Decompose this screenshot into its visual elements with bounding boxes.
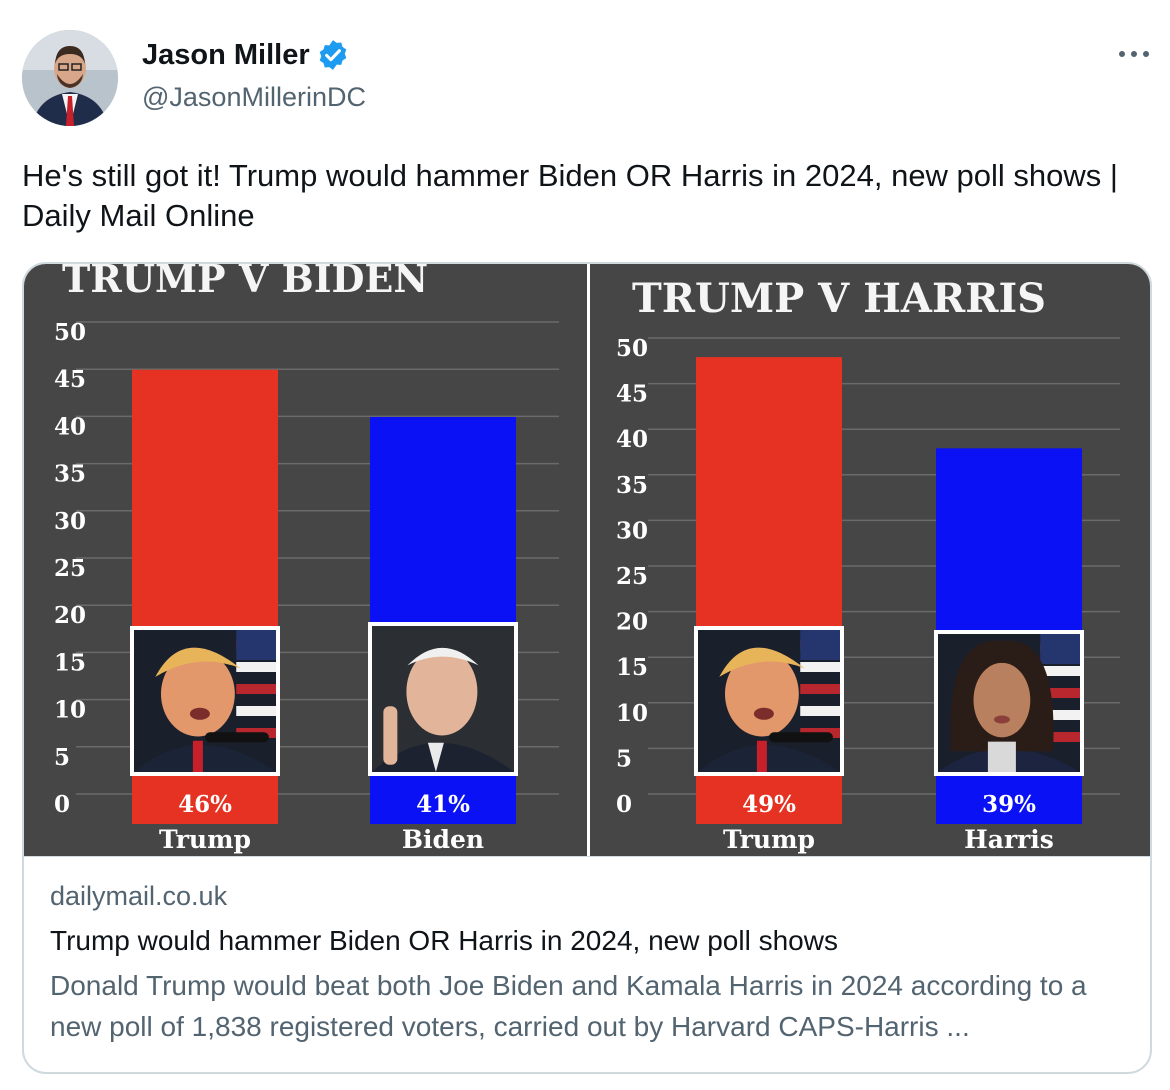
flag-stripe (236, 684, 276, 694)
y-tick-label: 0 (54, 791, 70, 818)
author-name[interactable]: Jason Miller (142, 38, 310, 71)
card-description: Donald Trump would beat both Joe Biden a… (50, 970, 1087, 1042)
portrait-mouth (189, 707, 210, 720)
bar-value-label: 49% (742, 791, 796, 818)
y-tick-label: 40 (616, 426, 648, 453)
y-tick-label: 30 (616, 517, 648, 544)
portrait-hand (383, 706, 398, 765)
y-tick-label: 5 (54, 744, 70, 771)
y-tick-label: 0 (616, 791, 632, 818)
y-tick-label: 50 (54, 319, 86, 346)
bar-value-label: 39% (982, 791, 1036, 818)
flag-canton (800, 630, 840, 660)
portrait-face (160, 651, 235, 737)
y-tick-label: 5 (616, 745, 632, 772)
card-title: Trump would hammer Biden OR Harris in 20… (50, 925, 838, 956)
flag-stripe (1040, 688, 1080, 698)
y-tick-label: 10 (616, 700, 648, 727)
y-tick-label: 40 (54, 413, 86, 440)
flag-canton (1040, 634, 1080, 664)
flag-stripe (1040, 732, 1080, 742)
chart-trump-v-harris: TRUMP V HARRIS 0 5 10 15 20 25 30 35 40 45 50 49% Tru… (590, 264, 1150, 856)
portrait-collar (987, 741, 1016, 772)
portrait-mouth (753, 707, 774, 720)
flag-stripe (1040, 666, 1080, 676)
y-tick-label: 10 (54, 697, 86, 724)
portrait-shirt (427, 742, 444, 772)
flag-stripe (236, 706, 276, 716)
portrait-trump (694, 626, 844, 776)
x-category-label: Trump (159, 825, 251, 854)
flag-canton (236, 630, 276, 660)
flag-stripe (800, 662, 840, 672)
portrait-suit (372, 742, 514, 772)
y-tick-label: 15 (616, 654, 648, 681)
bar-value-label: 46% (178, 791, 232, 818)
x-category-label: Trump (723, 825, 815, 854)
bar-value-label: 41% (416, 791, 470, 818)
y-tick-label: 35 (54, 461, 86, 488)
flag-stripe (800, 684, 840, 694)
chart-title: TRUMP V BIDEN (62, 264, 428, 301)
y-tick-label: 20 (616, 609, 648, 636)
portrait-microphone (205, 732, 269, 743)
card-domain: dailymail.co.uk (50, 881, 228, 911)
chart-trump-v-biden: TRUMP V BIDEN 0 5 10 15 20 25 30 35 40 45 50 46% Trum… (24, 264, 587, 856)
y-tick-label: 35 (616, 472, 648, 499)
avatar-image (22, 30, 118, 126)
y-tick-label: 20 (54, 602, 86, 629)
y-tick-label: 45 (54, 366, 86, 393)
link-card[interactable]: TRUMP V BIDEN 0 5 10 15 20 25 30 35 40 45 50 46% Trum… (22, 262, 1152, 1074)
flag-stripe (236, 662, 276, 672)
portrait-mouth (993, 715, 1010, 724)
card-media: TRUMP V BIDEN 0 5 10 15 20 25 30 35 40 45 50 46% Trum… (24, 264, 1150, 856)
author-handle[interactable]: @JasonMillerinDC (142, 82, 366, 112)
portrait-microphone (769, 732, 833, 743)
portrait-tie (192, 740, 203, 772)
portrait-trump (130, 626, 280, 776)
portrait-hair (407, 647, 479, 666)
portrait-face (724, 651, 799, 737)
y-tick-label: 45 (616, 381, 648, 408)
x-category-label: Biden (402, 825, 484, 854)
portrait-hair (155, 647, 241, 677)
card-text: dailymail.co.uk Trump would hammer Biden… (24, 856, 1150, 1072)
author-avatar[interactable] (22, 30, 118, 126)
y-tick-label: 50 (616, 335, 648, 362)
author-block: Jason Miller @JasonMillerinDC (142, 38, 366, 113)
portrait-tie (756, 740, 767, 772)
portrait-face (973, 662, 1031, 738)
portrait-suit (134, 745, 276, 772)
portrait-biden (368, 622, 518, 776)
flag-stripe (1040, 710, 1080, 720)
x-category-label: Harris (964, 825, 1054, 854)
y-tick-label: 25 (616, 563, 648, 590)
tweet-text: He's still got it! Trump would hammer Bi… (22, 158, 1118, 233)
portrait-harris (934, 630, 1084, 776)
flag-stripe (800, 706, 840, 716)
chart-title: TRUMP V HARRIS (632, 275, 1046, 322)
y-tick-label: 25 (54, 555, 86, 582)
more-options-icon[interactable] (1116, 42, 1152, 66)
verified-badge-icon (319, 40, 346, 70)
y-tick-label: 30 (54, 508, 86, 535)
portrait-suit (698, 745, 840, 772)
y-tick-label: 15 (54, 649, 86, 676)
portrait-hair (719, 647, 805, 677)
portrait-face (406, 647, 478, 736)
